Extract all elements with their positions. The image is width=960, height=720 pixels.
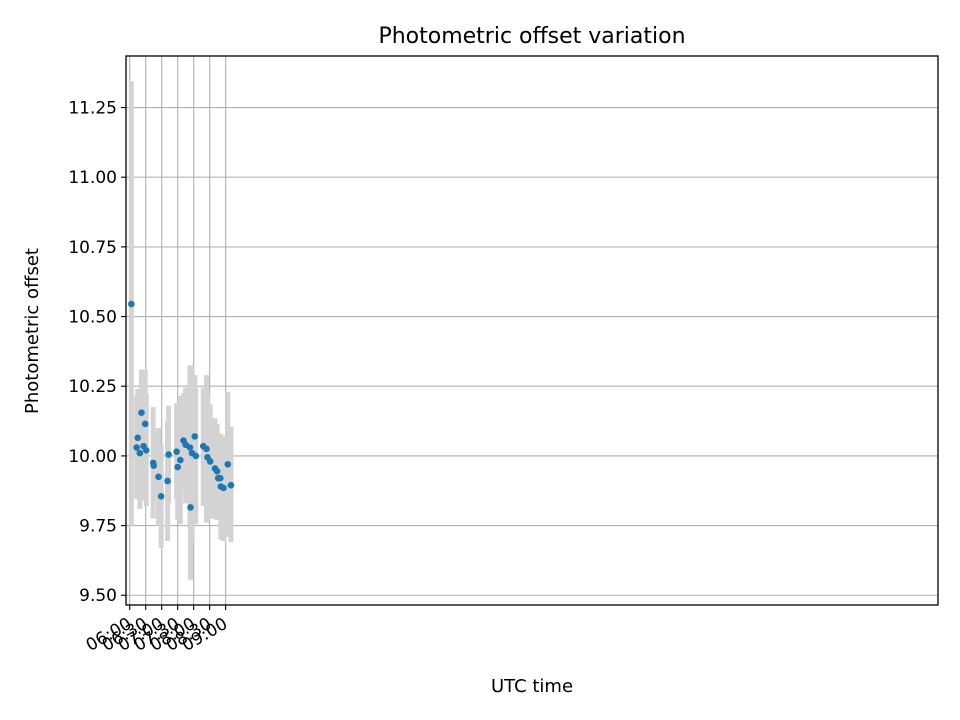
data-point xyxy=(136,449,144,457)
grid xyxy=(126,56,938,605)
data-point xyxy=(191,433,199,440)
data-point xyxy=(128,300,135,308)
y-tick-label: 9.75 xyxy=(79,517,117,537)
y-tick-label: 10.50 xyxy=(68,308,117,328)
data-point xyxy=(227,481,235,489)
error-bars xyxy=(128,81,234,580)
data-point xyxy=(138,409,145,417)
data-point xyxy=(164,477,171,485)
data-point xyxy=(203,445,210,453)
data-point xyxy=(213,467,221,475)
data-point xyxy=(224,460,232,468)
data-point xyxy=(220,484,227,492)
data-point xyxy=(192,452,200,460)
plot-frame xyxy=(125,55,939,606)
x-axis-label: UTC time xyxy=(491,676,573,697)
data-point xyxy=(177,456,184,464)
data-point xyxy=(134,434,142,442)
data-point xyxy=(165,451,172,458)
data-point xyxy=(173,448,180,456)
data-point xyxy=(133,444,140,451)
y-tick-label: 10.75 xyxy=(68,238,117,258)
y-tick-label: 11.25 xyxy=(68,99,117,119)
y-tick-label: 9.50 xyxy=(79,586,117,606)
data-point xyxy=(141,420,149,428)
y-tick-label: 10.25 xyxy=(68,377,117,397)
data-point xyxy=(187,504,194,511)
data-point xyxy=(155,473,162,481)
data-point xyxy=(217,474,224,482)
data-point xyxy=(150,462,158,469)
data-point xyxy=(157,493,165,500)
y-tick-label: 10.00 xyxy=(68,447,117,467)
data-points xyxy=(128,300,235,511)
chart-title: Photometric offset variation xyxy=(378,24,685,49)
y-tick-label: 11.00 xyxy=(68,168,117,188)
data-point xyxy=(206,458,214,465)
y-axis-label: Photometric offset xyxy=(22,248,43,414)
data-point xyxy=(174,463,181,471)
data-point xyxy=(142,447,150,454)
data-point xyxy=(186,444,194,451)
y-axis-ticks: 9.50 9.75 10.00 10.25 10.50 10.75 11.00 11.25 xyxy=(68,99,126,606)
